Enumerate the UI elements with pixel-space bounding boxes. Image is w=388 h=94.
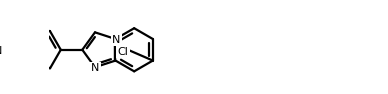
Text: N: N [91,63,99,73]
Text: N: N [112,35,120,45]
Text: Cl: Cl [117,47,128,57]
Text: N: N [0,46,2,56]
